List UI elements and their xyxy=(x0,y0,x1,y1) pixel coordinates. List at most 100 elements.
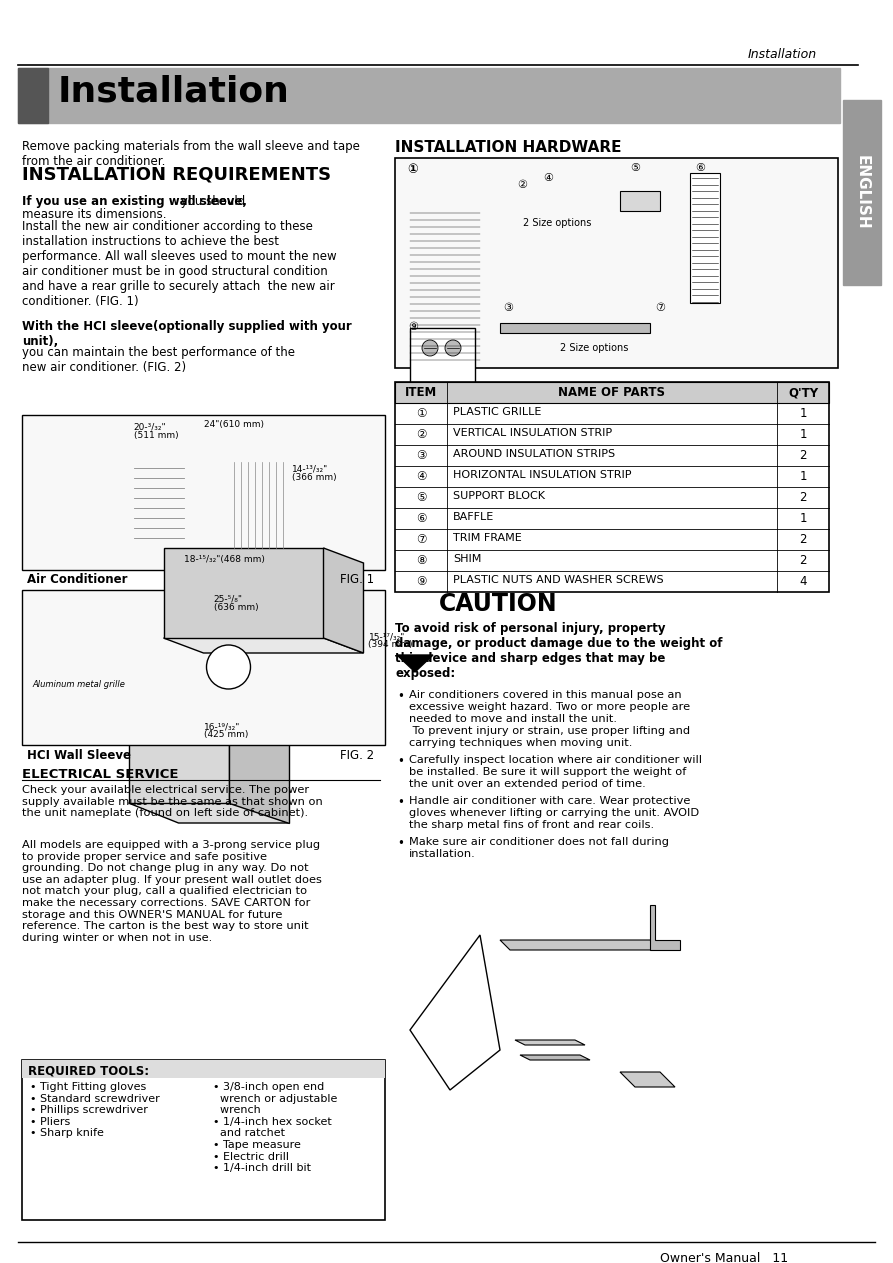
Text: (394 mm): (394 mm) xyxy=(369,640,413,649)
Polygon shape xyxy=(500,940,660,950)
Bar xyxy=(395,381,829,592)
Text: •: • xyxy=(397,690,404,703)
Bar xyxy=(22,1060,385,1079)
Text: Handle air conditioner with care. Wear protective: Handle air conditioner with care. Wear p… xyxy=(409,796,690,806)
Text: PLASTIC GRILLE: PLASTIC GRILLE xyxy=(453,407,541,417)
Polygon shape xyxy=(650,906,680,950)
Text: All models are equipped with a 3-prong service plug
to provide proper service an: All models are equipped with a 3-prong s… xyxy=(22,840,321,942)
Text: To prevent injury or strain, use proper lifting and: To prevent injury or strain, use proper … xyxy=(409,726,690,736)
Text: Check your available electrical service. The power
supply available must be the : Check your available electrical service.… xyxy=(22,786,322,818)
Bar xyxy=(395,381,829,403)
Text: you should: you should xyxy=(177,195,245,208)
Text: 25-⁵/₈": 25-⁵/₈" xyxy=(213,595,243,604)
Text: Owner's Manual   11: Owner's Manual 11 xyxy=(660,1252,789,1263)
Text: 2: 2 xyxy=(799,533,806,546)
Text: !: ! xyxy=(413,596,418,609)
Bar xyxy=(690,173,720,303)
Text: TRIM FRAME: TRIM FRAME xyxy=(453,533,522,543)
Text: • Tight Fitting gloves
• Standard screwdriver
• Phillips screwdriver
• Pliers
• : • Tight Fitting gloves • Standard screwd… xyxy=(30,1082,160,1138)
Text: ②: ② xyxy=(416,428,426,441)
Text: INSTALLATION REQUIREMENTS: INSTALLATION REQUIREMENTS xyxy=(22,165,331,183)
Text: 1: 1 xyxy=(799,512,806,525)
Text: 1: 1 xyxy=(799,428,806,441)
Circle shape xyxy=(422,340,438,356)
Text: 16-¹⁹/₃₂": 16-¹⁹/₃₂" xyxy=(204,722,240,731)
Text: NAME OF PARTS: NAME OF PARTS xyxy=(558,386,665,399)
Text: ⑤: ⑤ xyxy=(416,491,426,504)
Text: ⑨: ⑨ xyxy=(408,322,418,332)
Text: ①: ① xyxy=(416,407,426,421)
Polygon shape xyxy=(163,638,363,653)
Text: (425 mm): (425 mm) xyxy=(204,730,248,739)
Text: CAUTION: CAUTION xyxy=(439,592,557,616)
Text: gloves whenever lifting or carrying the unit. AVOID: gloves whenever lifting or carrying the … xyxy=(409,808,699,818)
Text: With the HCI sleeve(optionally supplied with your
unit),: With the HCI sleeve(optionally supplied … xyxy=(22,320,352,349)
Text: ⑨: ⑨ xyxy=(416,575,426,589)
Text: 2 Size options: 2 Size options xyxy=(560,344,629,352)
Text: Carefully inspect location where air conditioner will: Carefully inspect location where air con… xyxy=(409,755,702,765)
Text: be installed. Be sure it will support the weight of: be installed. Be sure it will support th… xyxy=(409,767,687,777)
Text: 20-³/₃₂": 20-³/₃₂" xyxy=(133,423,166,432)
Text: ②: ② xyxy=(517,181,527,189)
Text: 2: 2 xyxy=(799,450,806,462)
Circle shape xyxy=(445,340,461,356)
Text: FIG. 1: FIG. 1 xyxy=(340,573,374,586)
Text: ⑦: ⑦ xyxy=(416,533,426,546)
Text: ⑥: ⑥ xyxy=(416,512,426,525)
Text: ④: ④ xyxy=(416,470,426,482)
Text: ①: ① xyxy=(407,163,418,176)
Text: SUPPORT BLOCK: SUPPORT BLOCK xyxy=(453,491,545,501)
Text: ③: ③ xyxy=(503,303,513,313)
Text: INSTALLATION HARDWARE: INSTALLATION HARDWARE xyxy=(395,140,622,155)
Text: (636 mm): (636 mm) xyxy=(213,602,258,613)
Text: ③: ③ xyxy=(416,450,426,462)
Text: ④: ④ xyxy=(543,173,553,183)
Polygon shape xyxy=(397,655,433,672)
Bar xyxy=(843,100,881,285)
Bar xyxy=(18,68,840,123)
Text: 15-¹⁷/₃₂": 15-¹⁷/₃₂" xyxy=(369,632,405,642)
Text: FIG. 2: FIG. 2 xyxy=(340,749,374,762)
Polygon shape xyxy=(620,1072,675,1087)
Text: measure its dimensions.: measure its dimensions. xyxy=(22,208,166,221)
Text: Remove packing materials from the wall sleeve and tape
from the air conditioner.: Remove packing materials from the wall s… xyxy=(22,140,360,168)
Text: 24"(610 mm): 24"(610 mm) xyxy=(204,421,263,429)
Text: Installation: Installation xyxy=(748,48,817,61)
Circle shape xyxy=(206,645,251,690)
Text: 1: 1 xyxy=(799,407,806,421)
Text: 2 Size options: 2 Size options xyxy=(523,218,591,229)
Text: Make sure air conditioner does not fall during: Make sure air conditioner does not fall … xyxy=(409,837,669,847)
Text: Install the new air conditioner according to these
installation instructions to : Install the new air conditioner accordin… xyxy=(22,220,337,308)
Text: the sharp metal fins of front and rear coils.: the sharp metal fins of front and rear c… xyxy=(409,820,655,830)
Text: 1: 1 xyxy=(799,470,806,482)
Text: Air Conditioner: Air Conditioner xyxy=(27,573,128,586)
Text: PLASTIC NUTS AND WASHER SCREWS: PLASTIC NUTS AND WASHER SCREWS xyxy=(453,575,663,585)
Text: •: • xyxy=(397,755,404,768)
Text: ⑤: ⑤ xyxy=(630,163,640,173)
Polygon shape xyxy=(410,935,500,1090)
Text: excessive weight hazard. Two or more people are: excessive weight hazard. Two or more peo… xyxy=(409,702,690,712)
Text: ⑦: ⑦ xyxy=(655,303,665,313)
Text: (511 mm): (511 mm) xyxy=(133,431,178,440)
Polygon shape xyxy=(129,714,229,803)
Text: •: • xyxy=(397,837,404,850)
Text: AROUND INSULATION STRIPS: AROUND INSULATION STRIPS xyxy=(453,450,615,458)
Text: Q'TY: Q'TY xyxy=(788,386,818,399)
Text: 4: 4 xyxy=(799,575,806,589)
Text: ⑥: ⑥ xyxy=(695,163,705,173)
Text: REQUIRED TOOLS:: REQUIRED TOOLS: xyxy=(28,1063,149,1077)
Bar xyxy=(395,158,838,368)
Bar xyxy=(18,68,48,123)
Text: ELECTRICAL SERVICE: ELECTRICAL SERVICE xyxy=(22,768,179,781)
Text: SHIM: SHIM xyxy=(453,554,481,565)
Bar xyxy=(620,191,660,211)
Text: you can maintain the best performance of the
new air conditioner. (FIG. 2): you can maintain the best performance of… xyxy=(22,346,295,374)
Text: Installation: Installation xyxy=(58,75,290,109)
Text: HCI Wall Sleeve: HCI Wall Sleeve xyxy=(27,749,131,762)
Text: Aluminum metal grille: Aluminum metal grille xyxy=(32,679,125,690)
Text: (366 mm): (366 mm) xyxy=(291,474,336,482)
Text: 2: 2 xyxy=(799,554,806,567)
Text: To avoid risk of personal injury, property
damage, or product damage due to the : To avoid risk of personal injury, proper… xyxy=(395,621,722,679)
Text: the unit over an extended period of time.: the unit over an extended period of time… xyxy=(409,779,646,789)
Text: BAFFLE: BAFFLE xyxy=(453,512,494,522)
